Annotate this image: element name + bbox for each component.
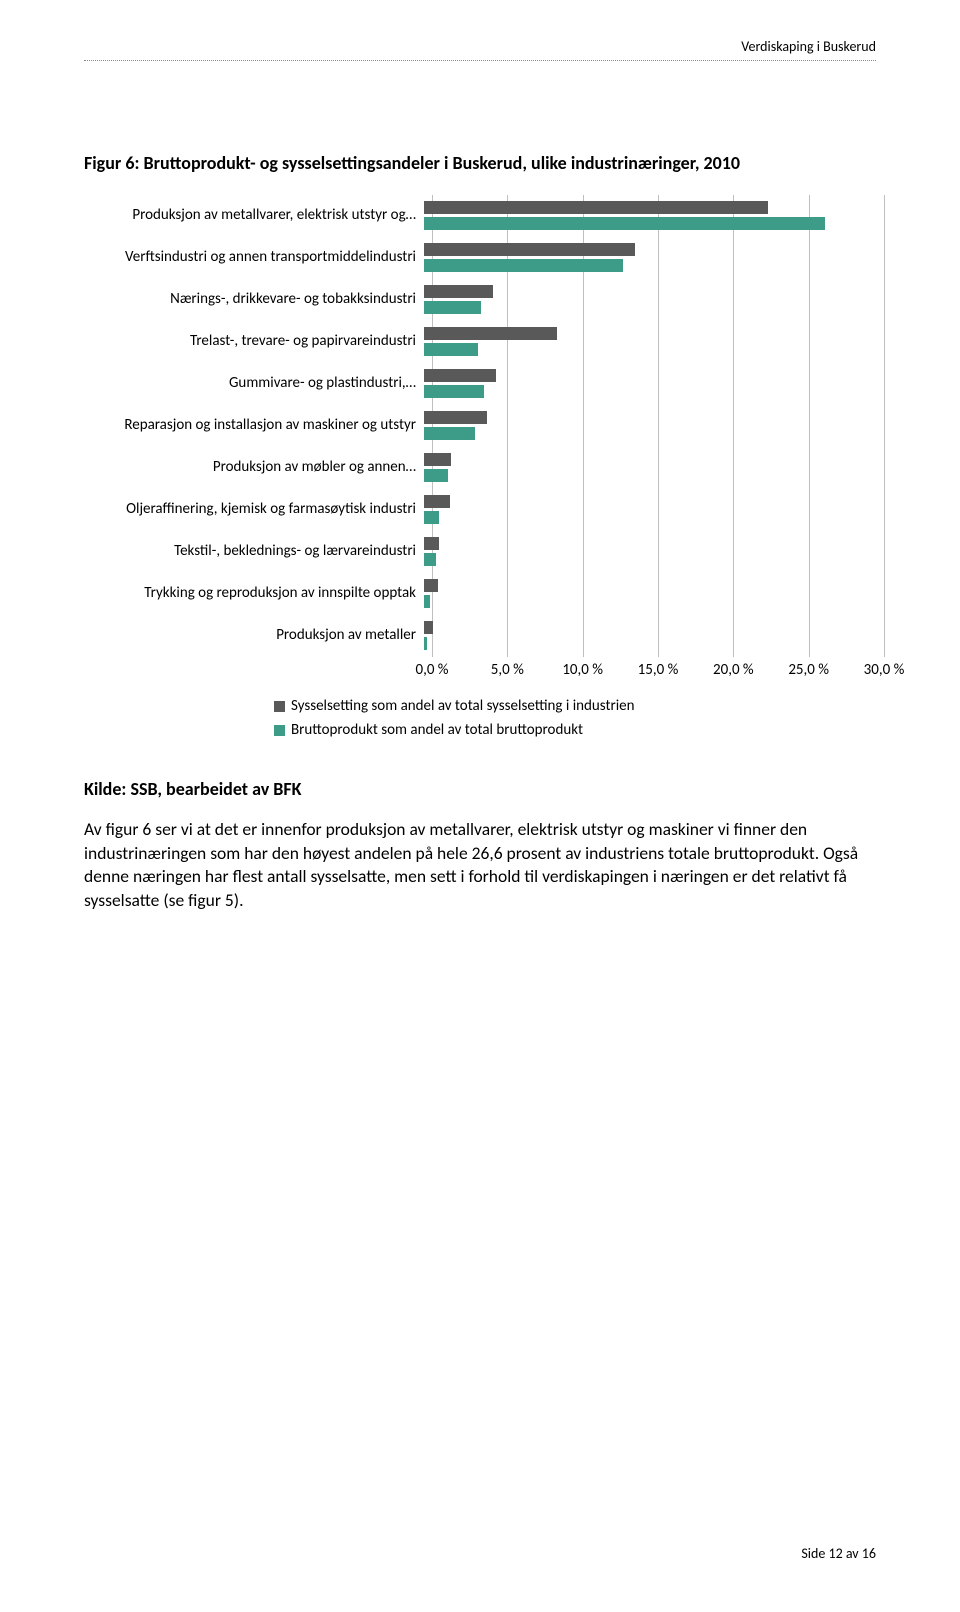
bar-cell bbox=[424, 531, 876, 573]
bar-cell bbox=[424, 615, 876, 657]
bar-sysselsetting bbox=[424, 285, 493, 298]
category-label: Produksjon av metaller bbox=[84, 627, 424, 644]
x-tick-label: 10,0 % bbox=[562, 661, 603, 679]
bar-sysselsetting bbox=[424, 537, 439, 550]
x-tick-label: 25,0 % bbox=[788, 661, 829, 679]
chart-row: Nærings-, drikkevare- og tobakksindustri bbox=[84, 279, 876, 321]
bar-sysselsetting bbox=[424, 369, 496, 382]
bar-cell bbox=[424, 405, 876, 447]
category-label: Produksjon av metallvarer, elektrisk uts… bbox=[84, 207, 424, 224]
gridline bbox=[884, 195, 885, 657]
chart-row: Oljeraffinering, kjemisk og farmasøytisk… bbox=[84, 489, 876, 531]
bar-bruttoprodukt bbox=[424, 553, 436, 566]
chart-row: Reparasjon og installasjon av maskiner o… bbox=[84, 405, 876, 447]
figure-title: Figur 6: Bruttoprodukt- og sysselsetting… bbox=[84, 152, 740, 174]
legend-item-bruttoprodukt: Bruttoprodukt som andel av total bruttop… bbox=[274, 721, 635, 739]
bar-bruttoprodukt bbox=[424, 385, 484, 398]
bar-cell bbox=[424, 447, 876, 489]
bar-sysselsetting bbox=[424, 621, 433, 634]
chart-row: Produksjon av metaller bbox=[84, 615, 876, 657]
bar-bruttoprodukt bbox=[424, 511, 439, 524]
category-label: Produksjon av møbler og annen… bbox=[84, 459, 424, 476]
legend-item-sysselsetting: Sysselsetting som andel av total syssels… bbox=[274, 697, 635, 715]
category-label: Nærings-, drikkevare- og tobakksindustri bbox=[84, 291, 424, 308]
chart-rows: Produksjon av metallvarer, elektrisk uts… bbox=[84, 195, 876, 657]
bar-bruttoprodukt bbox=[424, 343, 478, 356]
chart-row: Trykking og reproduksjon av innspilte op… bbox=[84, 573, 876, 615]
bar-bruttoprodukt bbox=[424, 301, 481, 314]
category-label: Verftsindustri og annen transportmiddeli… bbox=[84, 249, 424, 266]
category-label: Trykking og reproduksjon av innspilte op… bbox=[84, 585, 424, 602]
x-tick-label: 30,0 % bbox=[864, 661, 905, 679]
body-paragraph-1: Av figur 6 ser vi at det er innenfor pro… bbox=[84, 818, 876, 913]
bar-bruttoprodukt bbox=[424, 427, 475, 440]
category-label: Gummivare- og plastindustri,… bbox=[84, 375, 424, 392]
chart-row: Verftsindustri og annen transportmiddeli… bbox=[84, 237, 876, 279]
bar-sysselsetting bbox=[424, 327, 557, 340]
bar-sysselsetting bbox=[424, 411, 487, 424]
bar-sysselsetting bbox=[424, 453, 451, 466]
x-tick-label: 20,0 % bbox=[713, 661, 754, 679]
bar-cell bbox=[424, 321, 876, 363]
category-label: Tekstil-, beklednings- og lærvareindustr… bbox=[84, 543, 424, 560]
chart-row: Tekstil-, beklednings- og lærvareindustr… bbox=[84, 531, 876, 573]
category-label: Oljeraffinering, kjemisk og farmasøytisk… bbox=[84, 501, 424, 518]
bar-sysselsetting bbox=[424, 579, 438, 592]
bar-cell bbox=[424, 489, 876, 531]
bar-cell bbox=[424, 279, 876, 321]
header-rule bbox=[84, 60, 876, 61]
category-label: Trelast-, trevare- og papirvareindustri bbox=[84, 333, 424, 350]
x-tick-label: 5,0 % bbox=[491, 661, 524, 679]
chart-figure-6: Produksjon av metallvarer, elektrisk uts… bbox=[84, 195, 876, 795]
chart-row: Produksjon av møbler og annen… bbox=[84, 447, 876, 489]
chart-legend: Sysselsetting som andel av total syssels… bbox=[274, 697, 635, 745]
x-tick-label: 15,0 % bbox=[638, 661, 679, 679]
bar-bruttoprodukt bbox=[424, 595, 430, 608]
bar-bruttoprodukt bbox=[424, 217, 825, 230]
bar-cell bbox=[424, 363, 876, 405]
chart-row: Produksjon av metallvarer, elektrisk uts… bbox=[84, 195, 876, 237]
x-tick-label: 0,0 % bbox=[415, 661, 448, 679]
legend-label-sysselsetting: Sysselsetting som andel av total syssels… bbox=[291, 697, 635, 715]
category-label: Reparasjon og installasjon av maskiner o… bbox=[84, 417, 424, 434]
bar-sysselsetting bbox=[424, 243, 635, 256]
bar-cell bbox=[424, 237, 876, 279]
header-doc-title: Verdiskaping i Buskerud bbox=[741, 38, 876, 55]
source-line: Kilde: SSB, bearbeidet av BFK bbox=[84, 778, 302, 800]
bar-bruttoprodukt bbox=[424, 259, 623, 272]
legend-swatch-bruttoprodukt bbox=[274, 725, 285, 736]
bar-cell bbox=[424, 573, 876, 615]
bar-bruttoprodukt bbox=[424, 637, 427, 650]
chart-row: Gummivare- og plastindustri,… bbox=[84, 363, 876, 405]
x-axis: 0,0 %5,0 %10,0 %15,0 %20,0 %25,0 %30,0 % bbox=[432, 661, 884, 683]
bar-cell bbox=[424, 195, 876, 237]
bar-sysselsetting bbox=[424, 495, 450, 508]
legend-swatch-sysselsetting bbox=[274, 701, 285, 712]
page-footer: Side 12 av 16 bbox=[801, 1545, 876, 1562]
bar-bruttoprodukt bbox=[424, 469, 448, 482]
bar-sysselsetting bbox=[424, 201, 768, 214]
chart-row: Trelast-, trevare- og papirvareindustri bbox=[84, 321, 876, 363]
legend-label-bruttoprodukt: Bruttoprodukt som andel av total bruttop… bbox=[291, 721, 583, 739]
